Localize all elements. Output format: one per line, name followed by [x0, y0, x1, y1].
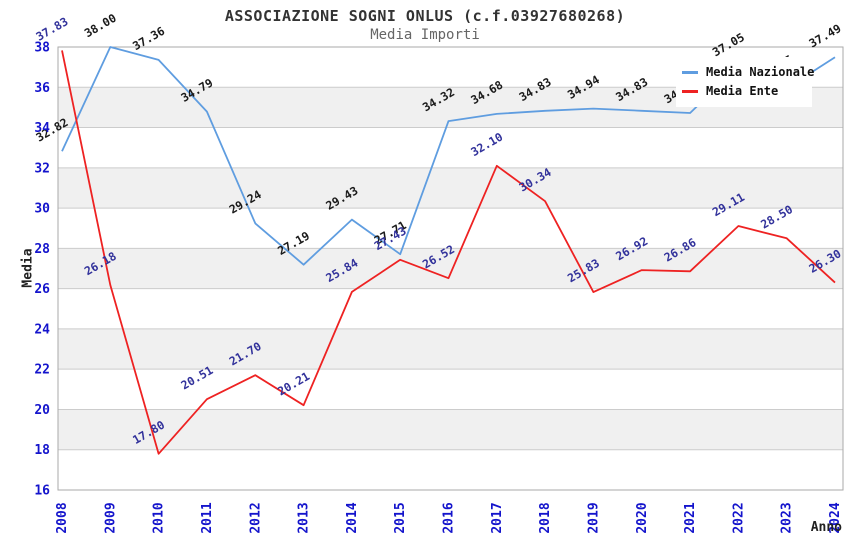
y-tick-label: 16: [34, 484, 50, 499]
y-tick-label: 30: [34, 202, 50, 217]
y-tick-label: 20: [34, 403, 50, 418]
point-label: 37.05: [710, 30, 747, 59]
series-line-media-ente: [61, 50, 836, 455]
x-tick-label: 2016: [442, 502, 457, 533]
y-tick-label: 38: [34, 41, 50, 56]
legend-swatch-media-ente: [682, 89, 698, 93]
x-tick-label: 2022: [731, 502, 746, 533]
x-tick-label: 2019: [586, 502, 601, 533]
y-tick-label: 18: [34, 443, 50, 458]
band: [58, 167, 843, 209]
chart-subtitle: Media Importi: [370, 27, 480, 43]
legend-item-media-ente: Media Ente: [682, 82, 806, 100]
x-tick-label: 2012: [248, 502, 263, 533]
y-tick-label: 28: [34, 242, 50, 257]
y-axis-title: Media: [20, 248, 36, 288]
x-tick-label: 2024: [828, 502, 843, 533]
x-tick-label: 2021: [683, 502, 698, 533]
y-tick-label: 32: [34, 161, 50, 176]
chart-title: ASSOCIAZIONE SOGNI ONLUS (c.f.0392768026…: [224, 7, 626, 25]
legend-swatch-media-nazionale: [682, 70, 698, 74]
y-tick-label: 24: [34, 322, 50, 337]
band: [58, 409, 843, 450]
point-label: 38.00: [82, 11, 119, 40]
x-tick-label: 2017: [490, 502, 505, 533]
x-tick-label: 2010: [152, 502, 167, 533]
x-tick-label: 2011: [200, 502, 215, 533]
y-tick-label: 34: [34, 121, 50, 136]
y-tick-label: 22: [34, 363, 50, 378]
x-tick-label: 2015: [393, 502, 408, 533]
legend-item-label: Media Ente: [706, 84, 779, 98]
legend-item-media-nazionale: Media Nazionale: [682, 63, 814, 81]
point-label: 32.10: [468, 130, 505, 159]
point-label: 37.49: [807, 21, 844, 50]
plot-border: [57, 46, 844, 491]
x-tick-label: 2014: [345, 502, 360, 533]
legend-item-label: Media Nazionale: [706, 65, 815, 79]
y-tick-label: 26: [34, 282, 50, 297]
x-tick-label: 2020: [635, 502, 650, 533]
x-tick-label: 2009: [103, 502, 118, 533]
x-tick-label: 2018: [538, 502, 553, 533]
band: [58, 328, 843, 370]
point-label: 20.21: [275, 369, 312, 398]
x-tick-label: 2023: [780, 502, 795, 533]
x-tick-label: 2013: [297, 502, 312, 533]
point-label: 37.36: [130, 24, 167, 53]
legend: Media Nazionale Media Ente: [676, 57, 814, 107]
x-axis-title: Anno: [810, 520, 842, 535]
point-label: 37.83: [34, 14, 71, 43]
y-tick-label: 36: [34, 81, 50, 96]
x-tick-label: 2008: [55, 502, 70, 533]
band: [58, 248, 843, 289]
